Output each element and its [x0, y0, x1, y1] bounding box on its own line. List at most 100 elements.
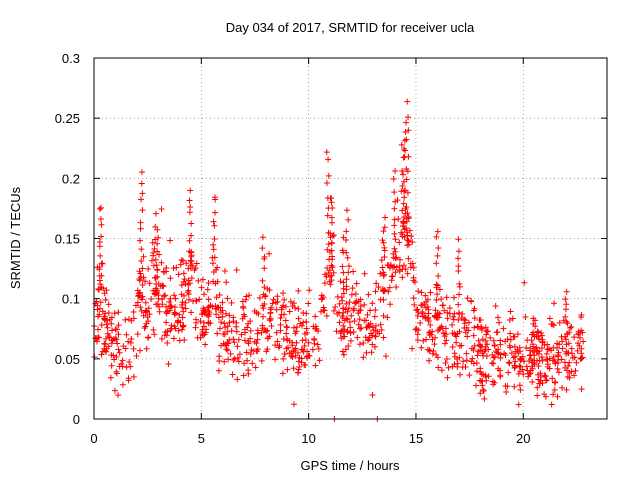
data-point	[473, 382, 480, 389]
data-point	[347, 329, 354, 336]
data-point	[179, 323, 186, 330]
data-point	[151, 290, 158, 297]
data-point	[348, 291, 355, 298]
data-point	[171, 323, 178, 330]
data-point	[483, 328, 490, 335]
data-point	[325, 156, 332, 163]
data-point	[268, 323, 275, 330]
data-point	[266, 287, 273, 294]
data-point	[272, 356, 279, 363]
data-point	[364, 311, 371, 318]
data-point	[512, 353, 519, 360]
data-point	[456, 291, 463, 298]
data-point	[353, 299, 360, 306]
data-point	[477, 390, 484, 397]
data-point	[168, 303, 175, 310]
data-point	[458, 315, 465, 322]
data-point	[325, 229, 332, 236]
data-point	[320, 294, 327, 301]
data-point	[483, 353, 490, 360]
data-point	[505, 369, 512, 376]
data-point	[474, 368, 481, 375]
data-point	[489, 351, 496, 358]
data-point	[367, 307, 374, 314]
data-point	[235, 336, 242, 343]
data-point	[167, 237, 174, 244]
data-point	[380, 334, 387, 341]
data-point	[259, 322, 266, 329]
data-point	[295, 305, 302, 312]
data-point	[215, 367, 222, 374]
data-point	[286, 308, 293, 315]
data-point	[451, 330, 458, 337]
data-point	[551, 300, 558, 307]
data-point	[350, 268, 357, 275]
data-point	[476, 377, 483, 384]
data-point	[289, 353, 296, 360]
data-point	[188, 220, 195, 227]
data-point	[240, 372, 247, 379]
data-point	[435, 273, 442, 280]
data-point	[215, 314, 222, 321]
data-point	[179, 314, 186, 321]
data-point	[410, 264, 417, 271]
data-point	[537, 380, 544, 387]
data-point	[229, 371, 236, 378]
data-point	[361, 301, 368, 308]
data-point	[501, 350, 508, 357]
data-point	[390, 254, 397, 261]
data-point	[138, 274, 145, 281]
data-point	[564, 320, 571, 327]
data-point	[562, 296, 569, 303]
data-point	[393, 284, 400, 291]
data-point	[213, 311, 220, 318]
data-point	[517, 356, 524, 363]
y-axis-label: SRMTID / TECUs	[8, 186, 23, 289]
data-point	[511, 365, 518, 372]
grid-lines	[94, 58, 607, 419]
data-point	[400, 188, 407, 195]
data-point	[523, 363, 530, 370]
data-point	[575, 330, 582, 337]
data-point	[349, 285, 356, 292]
data-point	[303, 318, 310, 325]
data-point	[456, 328, 463, 335]
data-point	[230, 336, 237, 343]
data-point	[181, 292, 188, 299]
data-point	[424, 296, 431, 303]
data-point	[455, 236, 462, 243]
data-point	[152, 236, 159, 243]
data-point	[466, 372, 473, 379]
data-point	[396, 239, 403, 246]
data-point	[154, 301, 161, 308]
data-point	[152, 274, 159, 281]
data-point	[334, 311, 341, 318]
data-point	[306, 287, 313, 294]
data-point	[261, 255, 268, 262]
data-point	[114, 340, 121, 347]
data-point	[170, 335, 177, 342]
data-point	[507, 336, 514, 343]
data-point	[221, 331, 228, 338]
data-point	[402, 128, 409, 135]
data-point	[380, 228, 387, 235]
data-point	[344, 254, 351, 261]
data-point	[321, 307, 328, 314]
data-point	[143, 345, 150, 352]
data-point	[485, 373, 492, 380]
data-point	[219, 307, 226, 314]
data-point	[484, 341, 491, 348]
data-point	[372, 322, 379, 329]
data-point	[434, 291, 441, 298]
data-point	[119, 357, 126, 364]
data-point	[330, 231, 337, 238]
data-point	[239, 298, 246, 305]
data-point	[239, 315, 246, 322]
data-point	[381, 247, 388, 254]
data-point	[556, 341, 563, 348]
data-point	[202, 341, 209, 348]
data-point	[186, 209, 193, 216]
data-point	[580, 338, 587, 345]
data-point	[562, 333, 569, 340]
data-point	[210, 246, 217, 253]
